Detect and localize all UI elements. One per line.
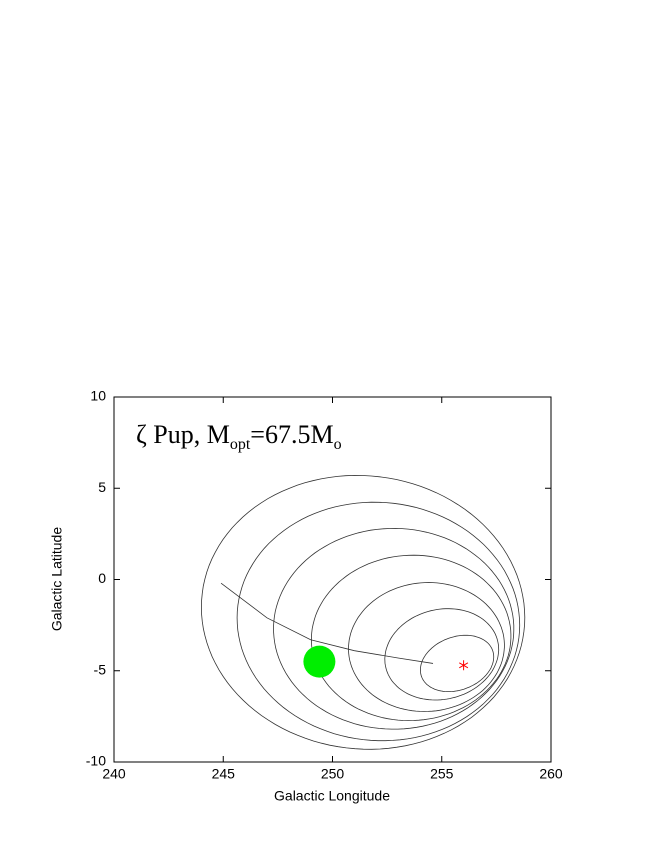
- ellipse: [200, 474, 526, 750]
- x-tick-label: 245: [212, 766, 236, 782]
- ellipse: [384, 608, 500, 701]
- y-tick-label: -10: [86, 753, 106, 769]
- x-axis-label: Galactic Longitude: [274, 788, 390, 804]
- y-tick-label: -5: [94, 661, 107, 677]
- ellipse: [420, 634, 495, 692]
- point: [303, 645, 336, 678]
- x-tick-label: 240: [102, 766, 126, 782]
- plot-frame: [113, 396, 552, 763]
- y-tick-label: 10: [90, 388, 106, 404]
- ellipse: [273, 527, 515, 730]
- x-tick-label: 260: [539, 766, 563, 782]
- y-tick-label: 0: [98, 570, 106, 586]
- curve: [220, 582, 434, 664]
- point: [459, 660, 469, 671]
- y-axis-label: Galactic Latitude: [49, 527, 65, 631]
- y-tick-label: 5: [98, 479, 106, 495]
- chart-title: ζ Pup, Mopt=67.5Mo: [136, 420, 342, 453]
- ellipse: [311, 554, 512, 722]
- ellipse: [348, 582, 505, 712]
- ellipse: [236, 501, 521, 742]
- x-tick-label: 250: [321, 766, 345, 782]
- x-tick-label: 255: [430, 766, 454, 782]
